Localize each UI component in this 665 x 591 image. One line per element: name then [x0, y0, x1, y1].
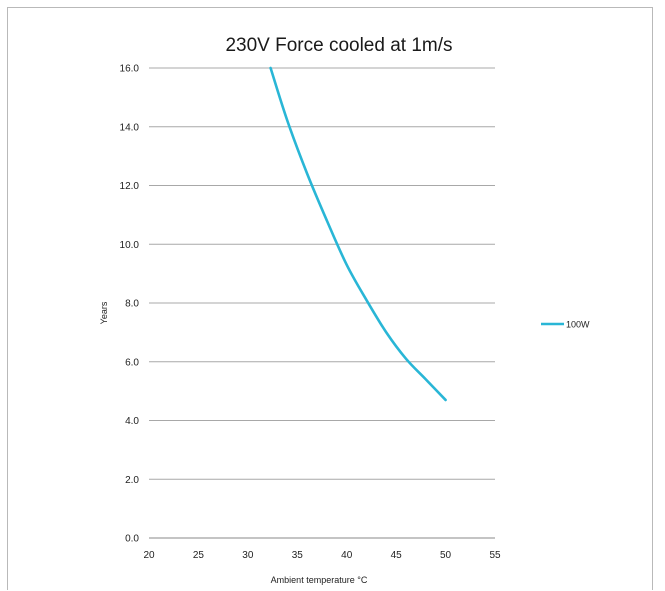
y-tick-label: 12.0 — [120, 181, 140, 192]
x-tick-labels: 20 25 30 35 40 45 50 55 — [143, 550, 501, 561]
x-tick-label: 30 — [242, 550, 254, 561]
legend-label: 100W — [566, 320, 590, 330]
y-tick-label: 16.0 — [120, 64, 140, 75]
line-chart: 230V Force cooled at 1m/s 0.0 2.0 4.0 6.0 8.… — [99, 35, 590, 585]
y-tick-label: 8.0 — [125, 299, 139, 310]
x-tick-label: 25 — [193, 550, 205, 561]
series-group — [269, 66, 447, 402]
x-tick-label: 55 — [489, 550, 501, 561]
x-tick-label: 40 — [341, 550, 353, 561]
grid-lines — [149, 67, 495, 539]
y-tick-label: 10.0 — [120, 240, 140, 251]
y-axis-label: Years — [99, 301, 109, 324]
y-tick-label: 4.0 — [125, 416, 139, 427]
x-tick-label: 45 — [391, 550, 403, 561]
legend: 100W — [541, 320, 590, 330]
y-tick-labels: 0.0 2.0 4.0 6.0 8.0 10.0 12.0 14.0 16.0 — [120, 64, 140, 545]
y-tick-label: 0.0 — [125, 534, 139, 545]
x-tick-label: 20 — [143, 550, 155, 561]
chart-title: 230V Force cooled at 1m/s — [225, 35, 452, 56]
x-axis-label: Ambient temperature °C — [271, 575, 368, 585]
series-line-100W — [269, 66, 447, 402]
x-tick-label: 50 — [440, 550, 452, 561]
y-tick-label: 2.0 — [125, 475, 139, 486]
y-tick-label: 6.0 — [125, 357, 139, 368]
chart-frame: 230V Force cooled at 1m/s 0.0 2.0 4.0 6.0 8.… — [7, 7, 653, 590]
y-tick-label: 14.0 — [120, 122, 140, 133]
x-tick-label: 35 — [292, 550, 304, 561]
